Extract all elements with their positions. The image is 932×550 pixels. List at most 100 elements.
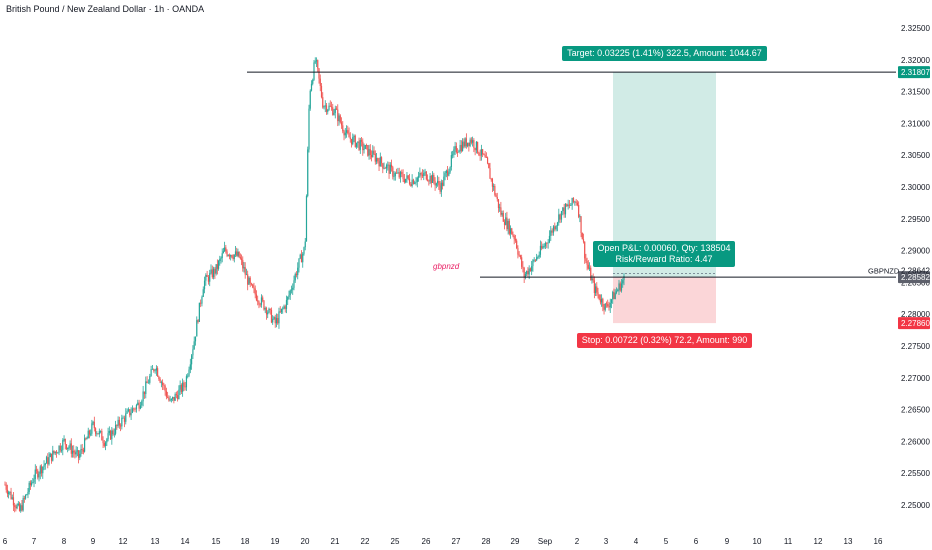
candle-body [393,176,395,178]
candle-body [177,395,179,400]
candle-body [111,430,113,440]
stop-price-tag-bg [898,317,930,330]
candle-body [183,382,185,387]
candle-body [143,391,146,395]
candle-body [33,478,35,483]
x-tick-label: 6 [3,537,8,546]
candle-body [290,289,293,291]
candle-body [322,97,324,108]
candle-body [516,240,518,249]
x-tick-label: 25 [391,537,400,546]
candle-body [414,182,416,184]
candle-body [335,108,338,110]
position-zones [613,72,716,324]
candle-body [94,428,97,434]
candle-body [303,247,305,254]
candle-body [75,451,77,455]
candle-body [453,149,455,155]
candle-body [47,457,49,465]
candle-body [48,457,50,465]
candle-body [315,60,318,62]
candle-body [378,161,380,167]
candle-body [499,207,501,209]
candle-body [113,433,115,435]
candle-body [11,497,13,499]
candle-body [207,276,210,282]
candle-body [454,146,456,150]
candle-body [440,182,442,192]
candle-body [483,154,485,156]
candle-body [387,164,389,166]
candle-body [407,175,409,179]
candle-body [343,131,345,136]
candle-body [245,274,248,276]
candle-body [439,185,441,192]
candle-body [99,430,102,432]
candle-body [288,295,290,297]
candle-body [367,145,369,156]
candle-body [572,197,575,203]
candle-body [398,172,400,178]
candle-body [22,498,24,511]
candle-body [559,214,561,220]
candle-body [225,247,227,252]
candle-body [21,505,23,511]
candle-body [80,448,82,454]
x-tick-label: 26 [422,537,431,546]
candle-body [219,259,221,262]
candle-body [60,449,63,451]
candle-body [189,364,191,370]
candle-body [581,232,583,240]
candle-body [231,255,233,258]
candle-body [547,242,549,244]
candle-body [18,503,21,511]
candle-body [240,258,243,261]
x-tick-label: 22 [361,537,370,546]
candle-body [430,175,432,184]
candle-body [562,207,564,212]
candle-body [330,106,333,108]
candle-body [452,154,454,156]
candle-body [416,177,418,182]
candle-body [34,469,36,479]
candle-body [564,204,567,215]
candle-body [401,171,403,175]
candle-body [345,130,348,133]
candle-body [82,449,84,452]
candle-body [114,424,117,434]
candle-body [539,245,542,255]
candle-body [4,484,6,486]
candle-body [243,267,245,269]
candle-body [505,217,507,225]
candle-body [593,280,595,294]
candle-body [534,259,537,261]
candle-body [309,90,311,109]
candle-body [384,167,386,169]
candle-body [519,255,522,258]
candle-body [410,183,412,187]
candle-body [135,404,138,410]
candle-body [164,385,166,392]
candle-body [529,268,532,272]
candle-body [17,503,19,505]
candle-body [513,235,515,240]
candle-body [91,423,93,434]
candle-body [88,430,91,435]
candle-body [191,355,193,365]
candle-body [90,433,92,435]
candle-body [39,466,41,474]
candle-body [6,489,9,494]
candle-body [65,444,68,449]
x-tick-label: 8 [62,537,67,546]
candle-body [184,386,186,388]
candle-body [560,211,563,220]
candle-body [267,312,269,315]
current-price-tag-bg [898,271,930,284]
candle-body [134,408,136,410]
x-tick-label: 21 [331,537,340,546]
stop-zone [613,277,716,324]
candle-body [173,396,175,401]
candle-body [116,424,118,426]
candle-body [533,259,535,261]
